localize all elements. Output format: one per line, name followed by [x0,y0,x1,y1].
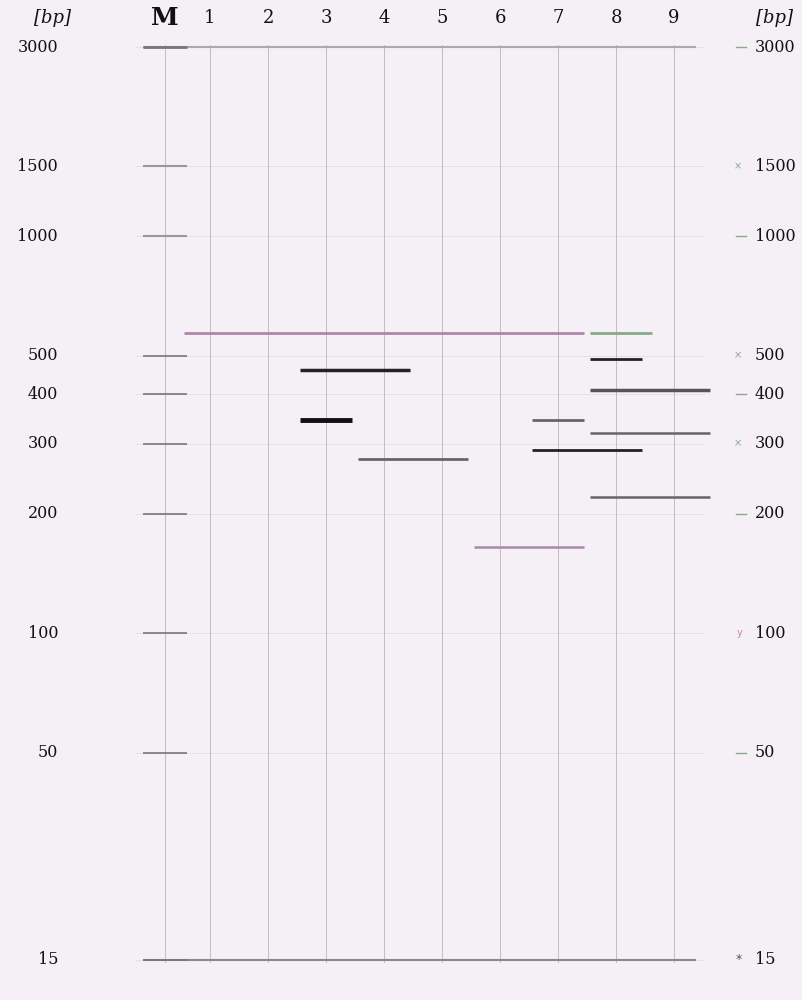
Text: *: * [735,954,742,966]
Text: 1000: 1000 [755,228,796,245]
Text: 200: 200 [755,505,785,522]
Text: 2: 2 [262,9,273,27]
Text: y: y [736,628,742,638]
Text: 7: 7 [553,9,564,27]
Text: [bp]: [bp] [34,9,71,27]
Text: 200: 200 [27,505,58,522]
Text: ×: × [734,351,742,361]
Text: 500: 500 [755,347,785,364]
Text: 400: 400 [755,386,785,403]
Text: ×: × [734,439,742,449]
Text: 1000: 1000 [18,228,58,245]
Text: 6: 6 [494,9,506,27]
Text: 8: 8 [610,9,622,27]
Text: 100: 100 [755,625,785,642]
Text: 100: 100 [27,625,58,642]
Text: [bp]: [bp] [756,9,793,27]
Text: 4: 4 [379,9,390,27]
Text: 1: 1 [205,9,216,27]
Text: 3000: 3000 [755,38,796,55]
Text: ×: × [734,161,742,171]
Text: 1500: 1500 [755,158,796,175]
Text: 500: 500 [27,347,58,364]
Text: 300: 300 [755,435,785,452]
Text: 15: 15 [38,952,58,968]
Text: 50: 50 [38,744,58,761]
Text: 5: 5 [436,9,448,27]
Text: M: M [152,6,179,30]
Text: 9: 9 [668,9,680,27]
Text: 400: 400 [27,386,58,403]
Text: 50: 50 [755,744,776,761]
Text: 3: 3 [320,9,332,27]
Text: 1500: 1500 [18,158,58,175]
Text: 3000: 3000 [18,38,58,55]
Text: 15: 15 [755,952,776,968]
Text: 300: 300 [27,435,58,452]
